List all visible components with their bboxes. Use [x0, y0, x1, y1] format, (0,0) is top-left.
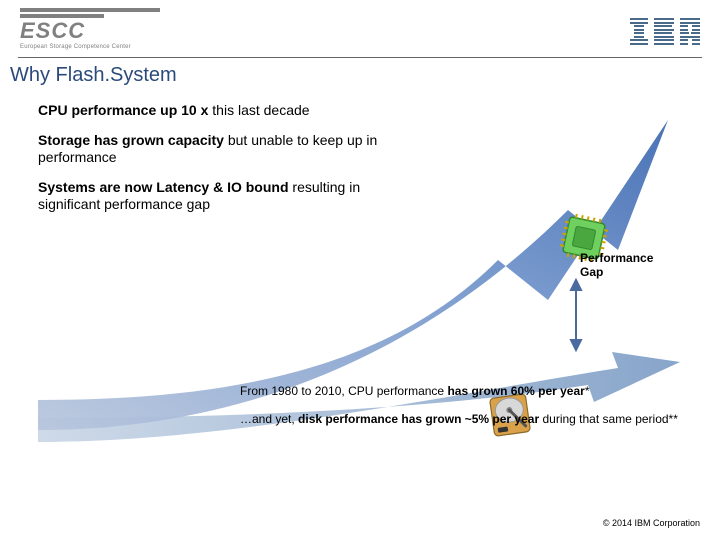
escc-logo-subtitle: European Storage Competence Center — [20, 44, 160, 50]
bullet-1: CPU performance up 10 x this last decade — [38, 102, 388, 120]
ibm-logo — [630, 18, 700, 46]
header: ESCC European Storage Competence Center — [0, 0, 720, 60]
disk-growth-caption: …and yet, disk performance has grown ~5%… — [240, 412, 700, 426]
bullet-3: Systems are now Latency & IO bound resul… — [38, 179, 388, 214]
performance-gap-label: PerformanceGap — [580, 252, 653, 280]
page-title: Why Flash.System — [10, 64, 177, 87]
escc-logo: ESCC European Storage Competence Center — [20, 8, 160, 50]
bullet-2: Storage has grown capacity but unable to… — [38, 132, 388, 167]
bullet-list: CPU performance up 10 x this last decade… — [38, 102, 388, 226]
cpu-growth-caption: From 1980 to 2010, CPU performance has g… — [240, 384, 700, 398]
header-rule — [18, 57, 702, 58]
performance-gap-marker — [571, 280, 581, 350]
slide: ESCC European Storage Competence Center … — [0, 0, 720, 540]
copyright-footer: © 2014 IBM Corporation — [603, 518, 700, 528]
escc-logo-text: ESCC — [20, 18, 160, 44]
